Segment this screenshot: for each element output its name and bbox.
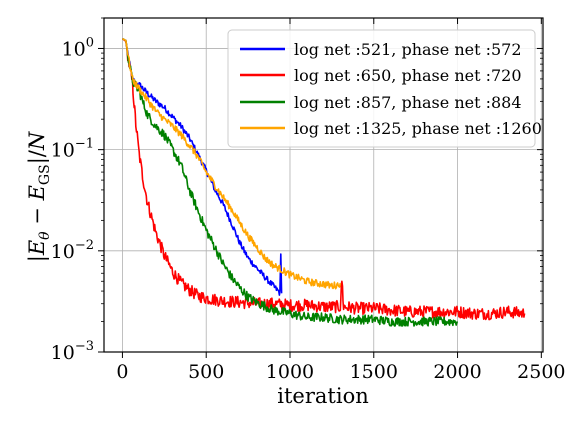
series-line <box>122 37 342 290</box>
svg-text:|Eθ − EGS|/N: |Eθ − EGS|/N <box>25 131 53 262</box>
series-line <box>122 37 459 327</box>
y-tick-label: 100 <box>62 35 94 60</box>
legend-box <box>227 29 536 148</box>
ticks: 0 500 1000 1500 2000 2500 100 10−1 10−2 10−3 <box>51 17 566 383</box>
legend-label: log net :650, phase net :720 <box>294 66 522 85</box>
x-tick-label: 2500 <box>517 361 565 383</box>
legend-label: log net :1325, phase net :1260 <box>294 119 542 138</box>
series-layer <box>121 37 526 327</box>
y-tick-label: 10−2 <box>51 238 94 263</box>
plot-frame <box>103 17 544 353</box>
x-tick-label: 1000 <box>266 361 314 383</box>
x-tick-label: 2000 <box>433 361 481 383</box>
y-axis-label: |Eθ − EGS|/N <box>25 131 53 262</box>
x-axis-label: iteration <box>277 384 368 408</box>
legend-label: log net :857, phase net :884 <box>294 93 522 112</box>
x-tick-label: 0 <box>116 361 128 383</box>
series-line <box>121 38 526 321</box>
legend: log net :521, phase net :572 log net :65… <box>227 29 542 148</box>
x-tick-label: 500 <box>188 361 224 383</box>
x-tick-label: 1500 <box>350 361 398 383</box>
y-tick-label: 10−3 <box>51 339 94 364</box>
y-tick-label: 10−1 <box>51 137 94 162</box>
legend-label: log net :521, phase net :572 <box>294 40 522 59</box>
